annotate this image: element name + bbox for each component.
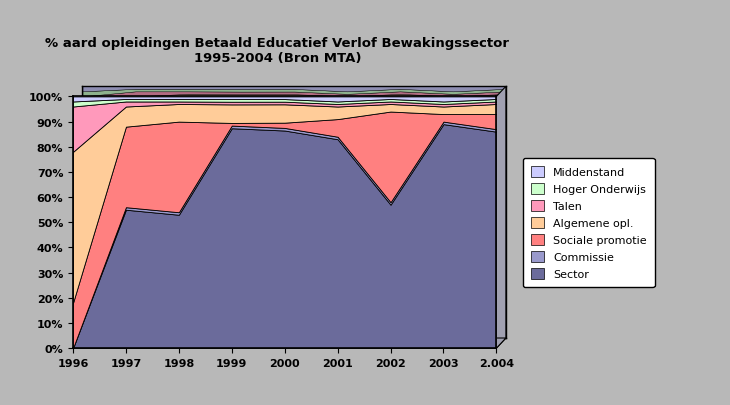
Legend: Middenstand, Hoger Onderwijs, Talen, Algemene opl., Sociale promotie, Commissie,: Middenstand, Hoger Onderwijs, Talen, Alg… (523, 158, 655, 287)
Text: % aard opleidingen Betaald Educatief Verlof Bewakingssector
1995-2004 (Bron MTA): % aard opleidingen Betaald Educatief Ver… (45, 36, 510, 64)
